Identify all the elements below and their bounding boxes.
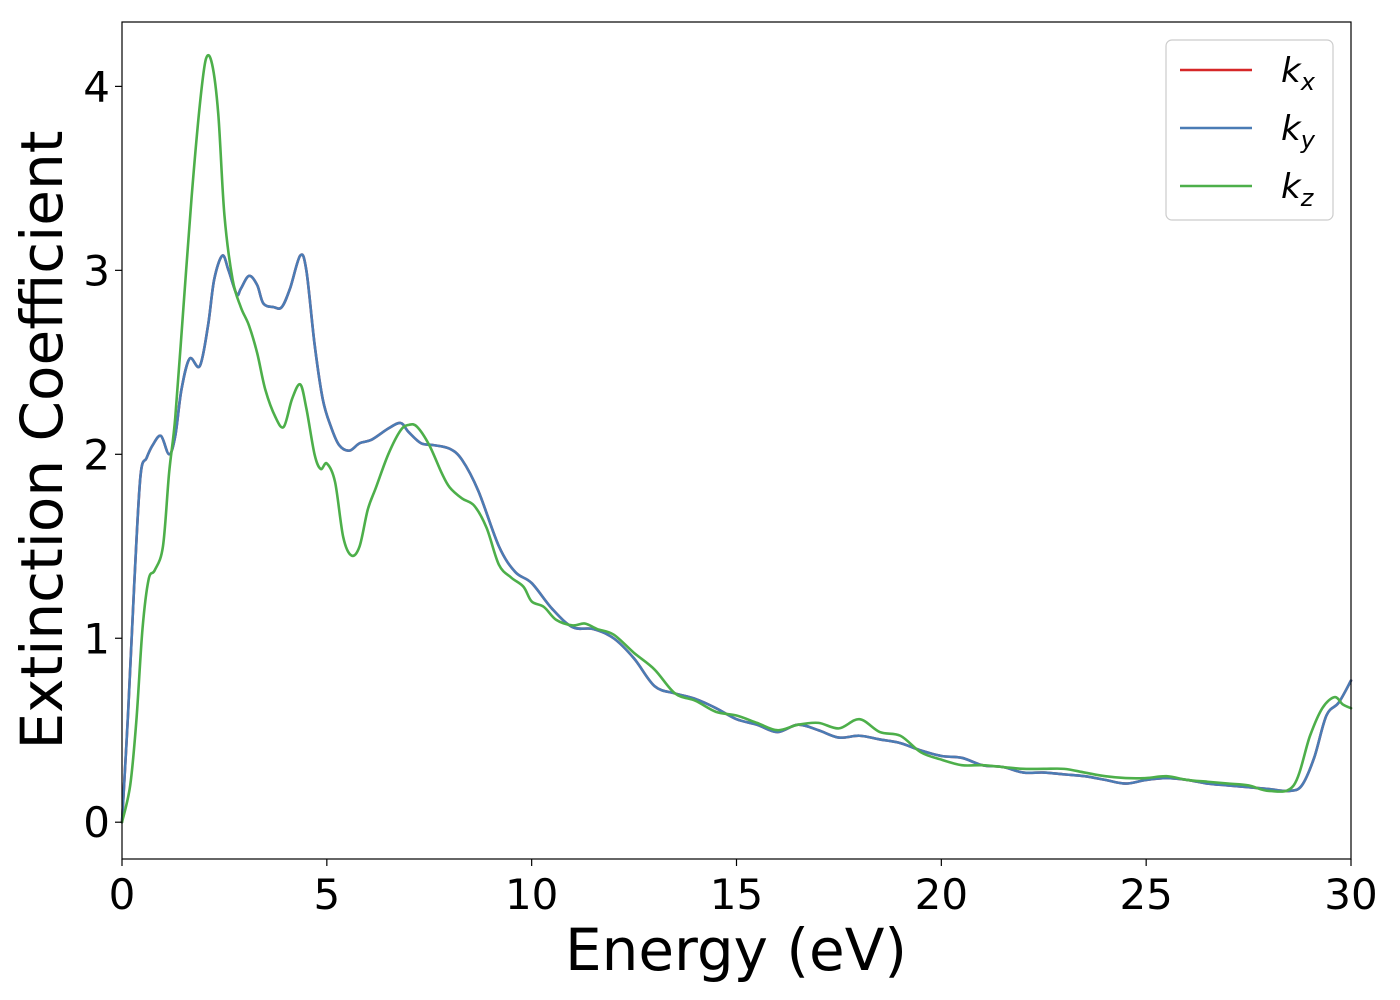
x-tick-label: 25 <box>1119 870 1172 919</box>
series-line-ky <box>120 253 1353 824</box>
legend-frame <box>1165 39 1334 221</box>
x-tick-label: 20 <box>915 870 968 919</box>
y-tick-label: 3 <box>83 246 110 295</box>
legend-label-kx: kx <box>1281 51 1316 96</box>
y-tick-label: 4 <box>83 62 110 111</box>
y-tick-label: 0 <box>83 798 110 847</box>
x-tick-label: 10 <box>505 870 558 919</box>
x-tick-label: 0 <box>109 870 136 919</box>
series-line-kz <box>120 53 1353 824</box>
y-axis: 0 1 2 3 4 <box>83 62 122 847</box>
x-axis: 0 5 10 15 20 25 30 <box>109 859 1378 919</box>
y-axis-title: Extinction Coefficient <box>8 131 76 750</box>
legend-label-kz: kz <box>1281 167 1315 212</box>
legend: kx ky kz <box>1165 39 1334 221</box>
series-layer <box>120 53 1353 824</box>
x-axis-title: Energy (eV) <box>565 916 907 984</box>
y-tick-label: 2 <box>83 430 110 479</box>
x-tick-label: 15 <box>710 870 763 919</box>
y-tick-label: 1 <box>83 614 110 663</box>
legend-entries: kx ky kz <box>1180 51 1316 212</box>
series-line-kx <box>120 253 1353 824</box>
x-tick-label: 30 <box>1324 870 1377 919</box>
x-tick-label: 5 <box>313 870 340 919</box>
legend-label-ky: ky <box>1281 109 1316 154</box>
